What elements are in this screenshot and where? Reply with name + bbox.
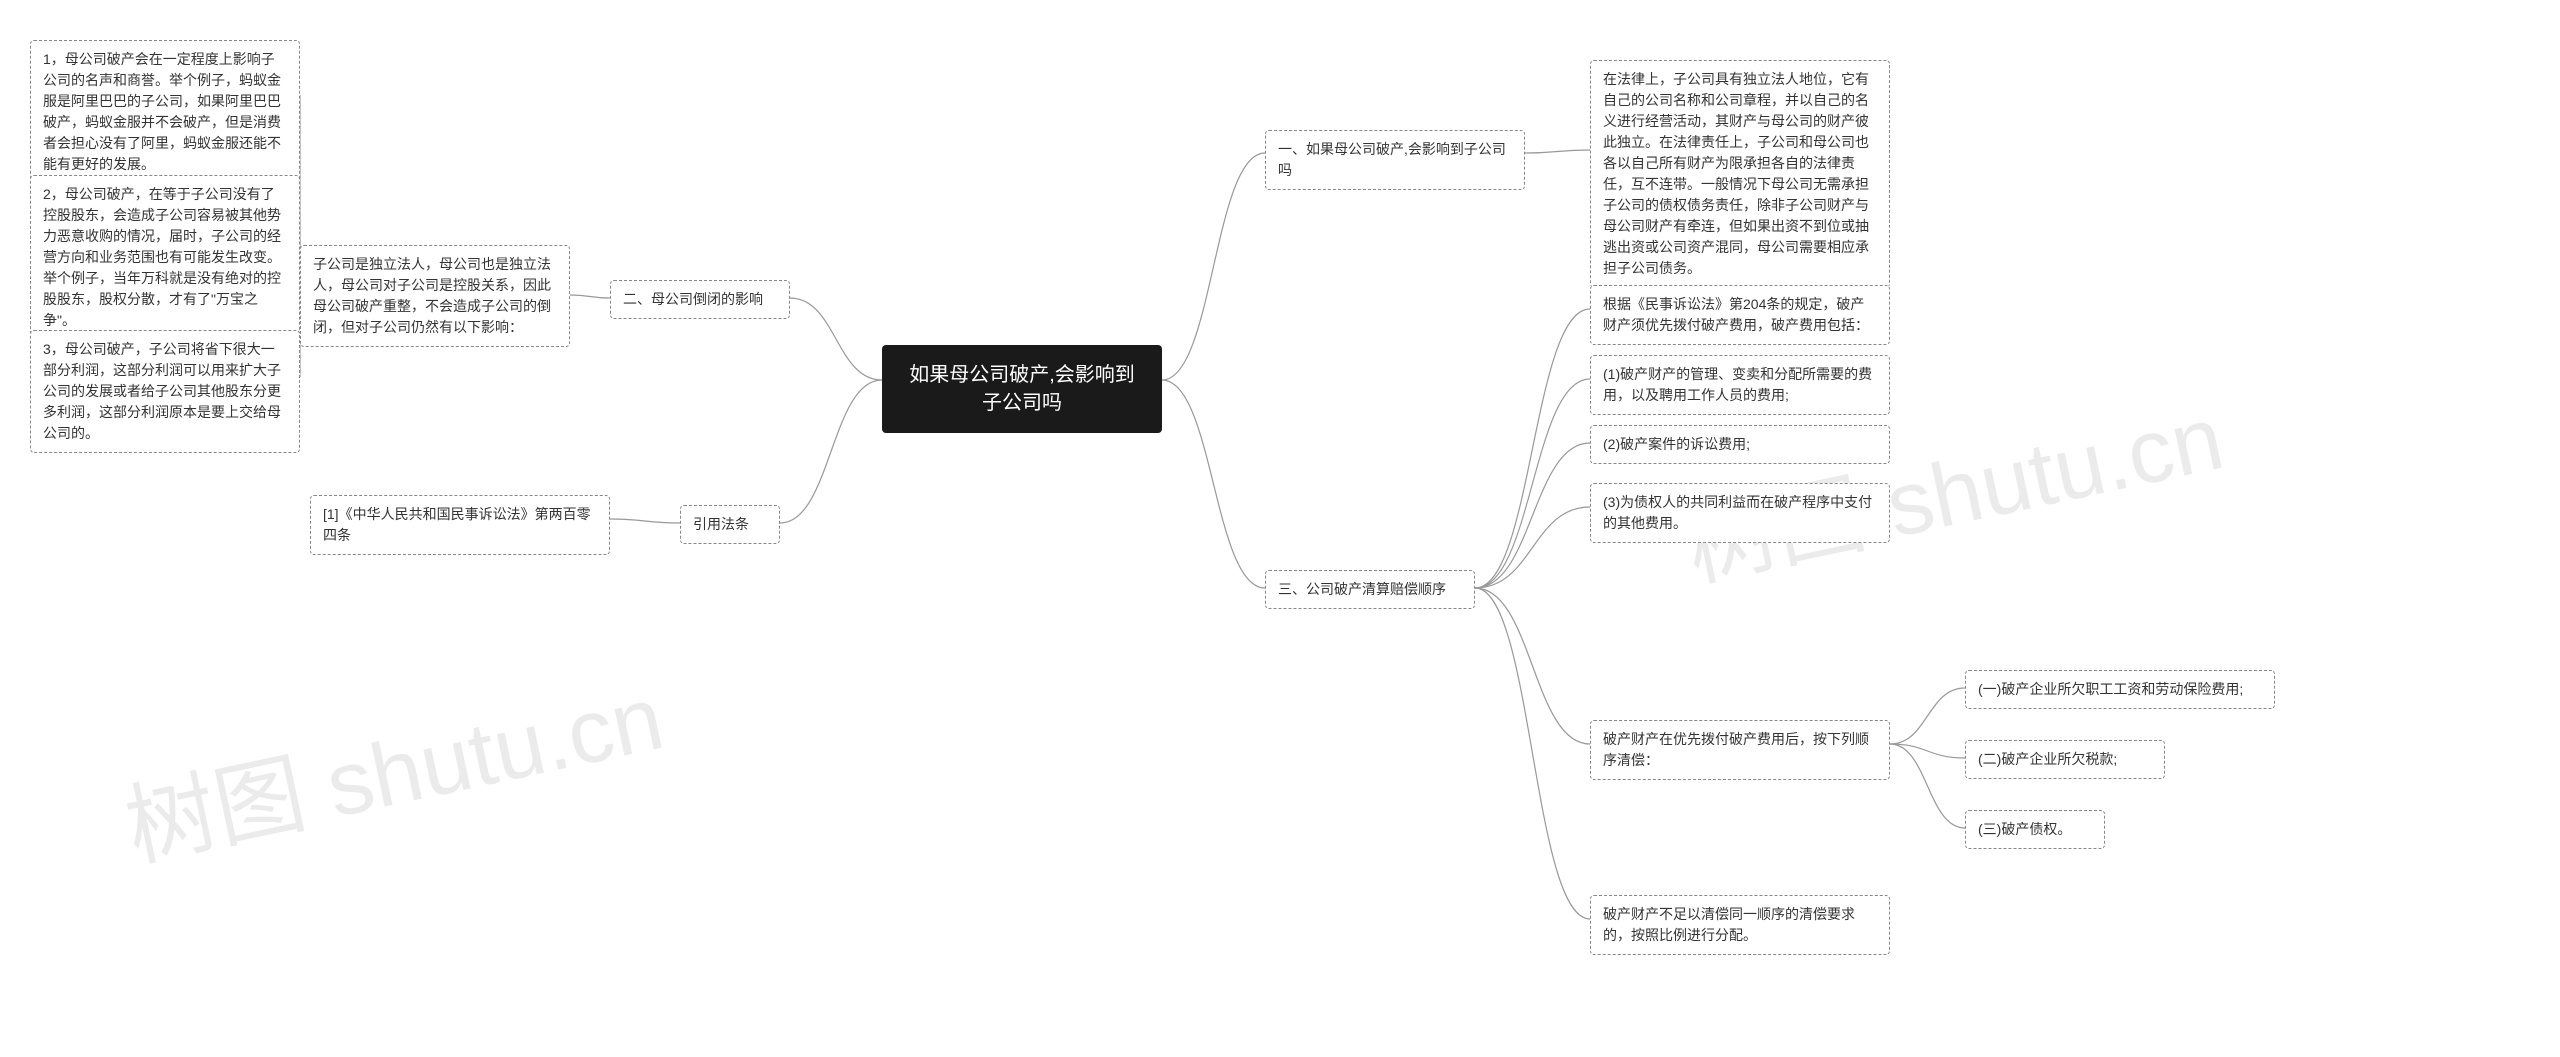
leaf-r2e2[interactable]: (二)破产企业所欠税款; bbox=[1965, 740, 2165, 779]
leaf-l2a[interactable]: [1]《中华人民共和国民事诉讼法》第两百零四条 bbox=[310, 495, 610, 555]
mindmap-root[interactable]: 如果母公司破产,会影响到子公司吗 bbox=[882, 345, 1162, 433]
branch-r1[interactable]: 一、如果母公司破产,会影响到子公司吗 bbox=[1265, 130, 1525, 190]
leaf-r2c[interactable]: (2)破产案件的诉讼费用; bbox=[1590, 425, 1890, 464]
leaf-r2f[interactable]: 破产财产不足以清偿同一顺序的清偿要求的，按照比例进行分配。 bbox=[1590, 895, 1890, 955]
leaf-l1a[interactable]: 子公司是独立法人，母公司也是独立法人，母公司对子公司是控股关系，因此母公司破产重… bbox=[300, 245, 570, 347]
leaf-r2b[interactable]: (1)破产财产的管理、变卖和分配所需要的费用，以及聘用工作人员的费用; bbox=[1590, 355, 1890, 415]
leaf-r2e[interactable]: 破产财产在优先拨付破产费用后，按下列顺序清偿： bbox=[1590, 720, 1890, 780]
leaf-r2e1[interactable]: (一)破产企业所欠职工工资和劳动保险费用; bbox=[1965, 670, 2275, 709]
leaf-r1a[interactable]: 在法律上，子公司具有独立法人地位，它有自己的公司名称和公司章程，并以自己的名义进… bbox=[1590, 60, 1890, 288]
leaf-l1a2[interactable]: 2，母公司破产，在等于子公司没有了控股股东，会造成子公司容易被其他势力恶意收购的… bbox=[30, 175, 300, 340]
watermark: 树图 shutu.cn bbox=[112, 645, 672, 886]
branch-l2[interactable]: 引用法条 bbox=[680, 505, 780, 544]
leaf-l1a1[interactable]: 1，母公司破产会在一定程度上影响子公司的名声和商誉。举个例子，蚂蚁金服是阿里巴巴… bbox=[30, 40, 300, 184]
leaf-r2e3[interactable]: (三)破产债权。 bbox=[1965, 810, 2105, 849]
leaf-r2d[interactable]: (3)为债权人的共同利益而在破产程序中支付的其他费用。 bbox=[1590, 483, 1890, 543]
leaf-r2a[interactable]: 根据《民事诉讼法》第204条的规定，破产财产须优先拨付破产费用，破产费用包括： bbox=[1590, 285, 1890, 345]
branch-l1[interactable]: 二、母公司倒闭的影响 bbox=[610, 280, 790, 319]
branch-r2[interactable]: 三、公司破产清算赔偿顺序 bbox=[1265, 570, 1475, 609]
leaf-l1a3[interactable]: 3，母公司破产，子公司将省下很大一部分利润，这部分利润可以用来扩大子公司的发展或… bbox=[30, 330, 300, 453]
